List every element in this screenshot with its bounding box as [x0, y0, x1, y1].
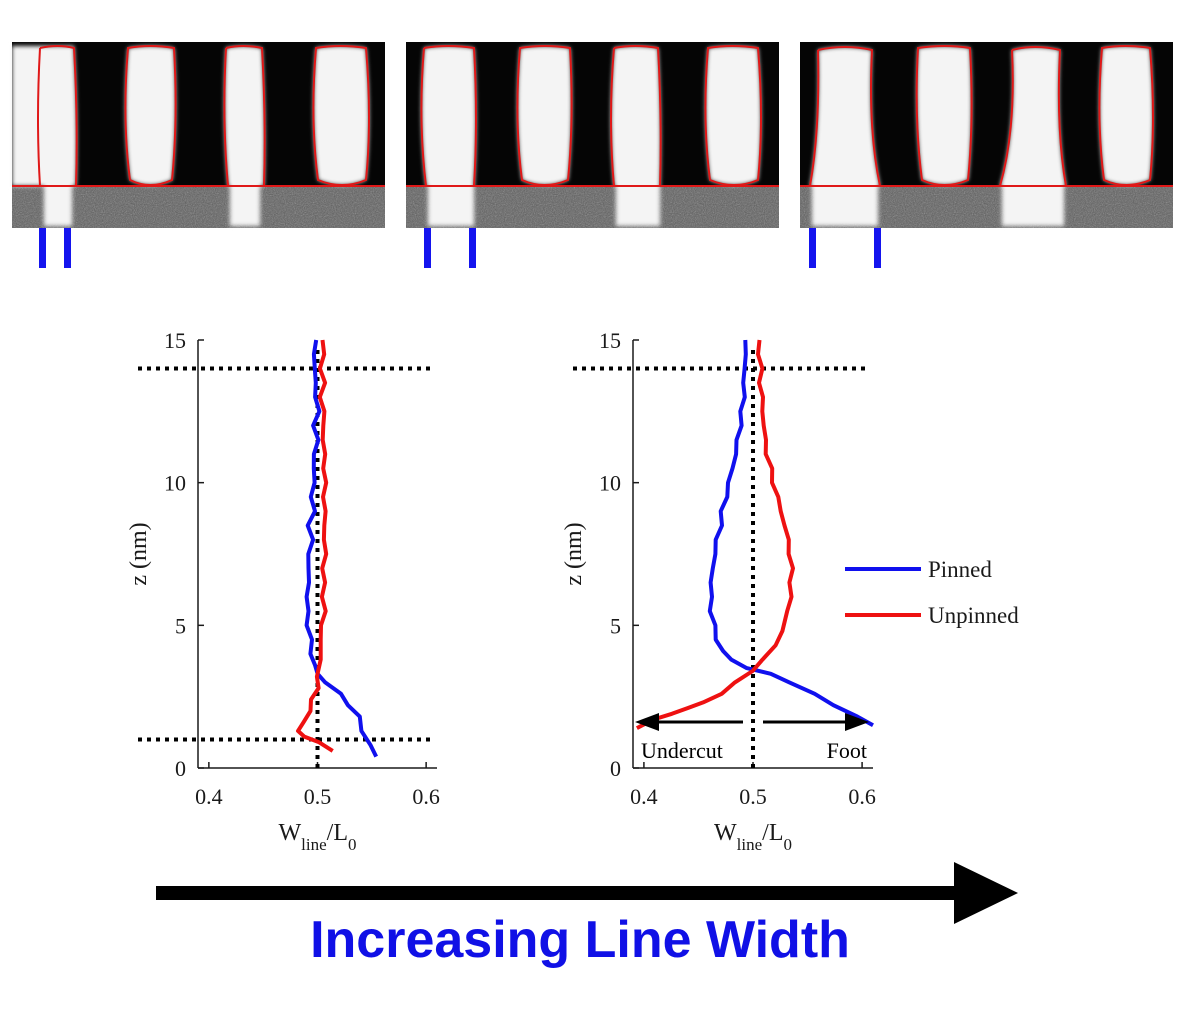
undercut-label: Undercut — [641, 738, 723, 763]
chart-left-series-pinned — [304, 339, 378, 758]
chart-left-ytick-label-2: 10 — [164, 471, 186, 496]
chart-left-ytick-label-0: 0 — [175, 756, 186, 781]
caption-increasing-line-width: Increasing Line Width — [310, 911, 850, 969]
chart-right-x-axis-label: Wline/L0 — [714, 820, 792, 854]
legend-label-unpinned: Unpinned — [928, 603, 1019, 628]
chart-left-xtick-label-1: 0.5 — [304, 784, 332, 809]
chart-right-ytick-label-2: 10 — [599, 471, 621, 496]
chart-left-y-axis-label: z (nm) — [126, 522, 152, 585]
micrograph-panels — [12, 42, 1173, 268]
foot-label: Foot — [827, 738, 867, 763]
chart-left-series-unpinned — [296, 339, 334, 753]
chart-left-ytick-label-3: 15 — [164, 328, 186, 353]
legend-label-pinned: Pinned — [928, 557, 992, 582]
chart-right-xtick-label-2: 0.6 — [848, 784, 876, 809]
chart-right-y-axis-label: z (nm) — [561, 522, 587, 585]
chart-left: 0 5 10 15 0.4 0.5 0.6 z (nm) Wline/L0 — [126, 328, 440, 854]
chart-left-x-axis-label: Wline/L0 — [279, 820, 357, 854]
chart-left-xtick-label-2: 0.6 — [412, 784, 440, 809]
chart-right-xtick-label-0: 0.4 — [630, 784, 658, 809]
chart-left-ytick-label-1: 5 — [175, 613, 186, 638]
micrograph-panel-1 — [12, 42, 385, 268]
arrow-right-small-icon — [845, 713, 869, 732]
chart-right: 0 5 10 15 0.4 0.5 0.6 z (nm) Wline/L0 Undercut… — [561, 328, 876, 854]
micrograph-panel-2 — [406, 42, 779, 268]
increasing-width-arrow — [156, 862, 1018, 924]
chart-right-ytick-label-1: 5 — [610, 613, 621, 638]
chart-right-ytick-label-3: 15 — [599, 328, 621, 353]
micrograph-panel-3 — [800, 42, 1173, 268]
chart-left-xtick-label-0: 0.4 — [195, 784, 223, 809]
chart-right-xtick-label-1: 0.5 — [739, 784, 767, 809]
arrow-right-icon — [954, 862, 1018, 924]
chart-right-series-unpinned — [635, 339, 795, 730]
chart-right-series-pinned — [707, 339, 874, 727]
legend: Pinned Unpinned — [845, 557, 1019, 628]
chart-right-ytick-label-0: 0 — [610, 756, 621, 781]
arrow-left-icon — [635, 713, 659, 732]
